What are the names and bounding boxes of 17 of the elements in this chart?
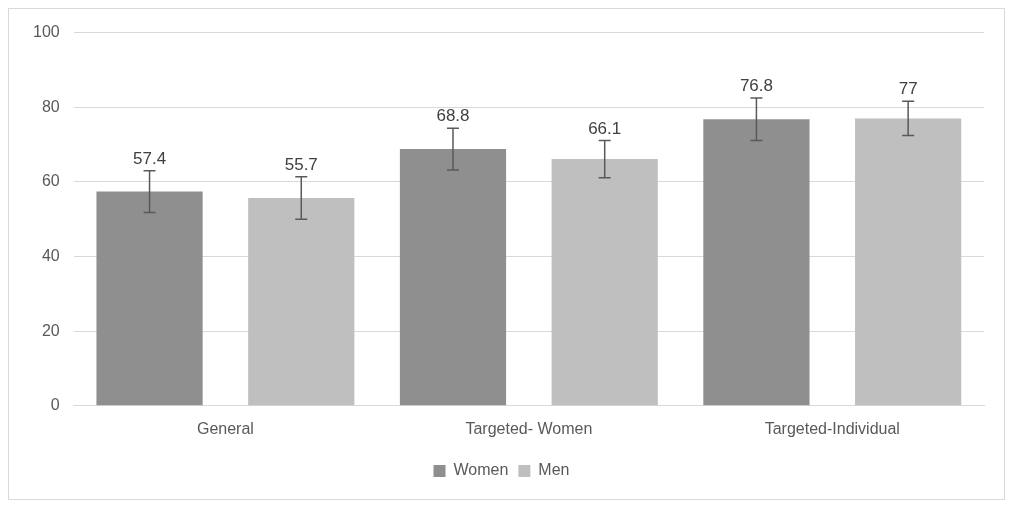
data-label: 57.4 xyxy=(133,148,167,168)
data-label: 77 xyxy=(898,79,918,99)
data-label: 68.8 xyxy=(436,106,470,126)
x-tick-label: General xyxy=(196,419,254,437)
data-label: 66.1 xyxy=(588,118,622,138)
y-tick-label: 100 xyxy=(32,23,60,41)
legend-label: Men xyxy=(538,461,570,479)
data-label: 55.7 xyxy=(284,154,318,174)
y-tick-label: 60 xyxy=(41,172,60,190)
data-label: 76.8 xyxy=(739,76,773,96)
y-tick-label: 0 xyxy=(50,396,60,414)
legend-label: Women xyxy=(453,461,509,479)
y-tick-label: 40 xyxy=(41,246,60,264)
x-tick-label: Targeted- Women xyxy=(465,419,593,437)
y-tick-label: 80 xyxy=(41,97,60,115)
x-tick-label: Targeted-Individual xyxy=(764,419,900,437)
y-tick-label: 20 xyxy=(41,321,60,339)
